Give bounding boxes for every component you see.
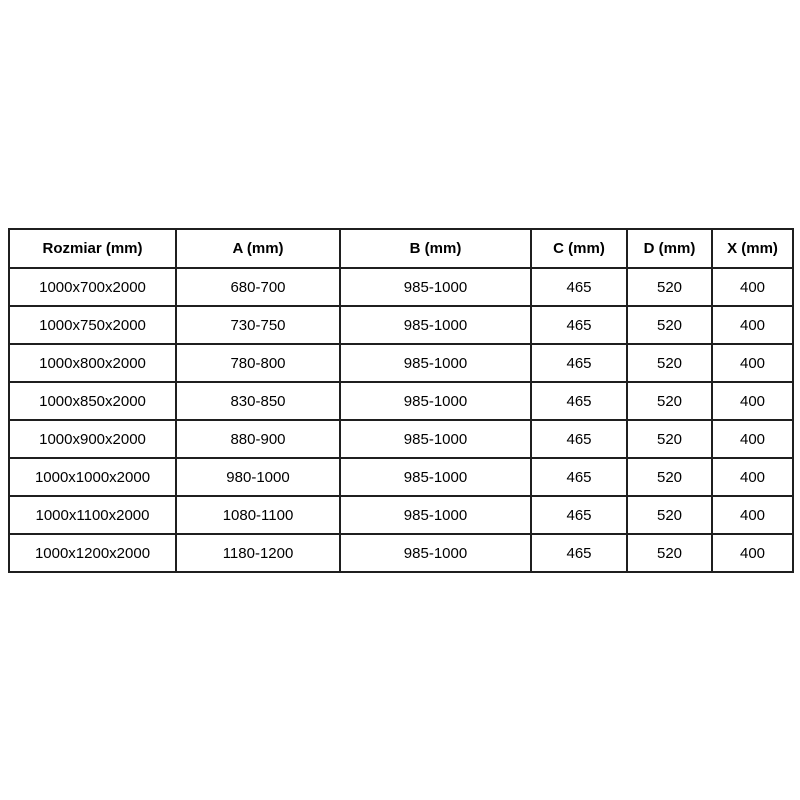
table-cell-a: 880-900 <box>175 419 341 459</box>
table-row: 1000x700x2000 680-700 985-1000 465 520 4… <box>8 267 794 307</box>
table-cell-d: 520 <box>626 495 713 535</box>
table-cell-rozmiar: 1000x750x2000 <box>8 305 177 345</box>
table-cell-rozmiar: 1000x1200x2000 <box>8 533 177 573</box>
table-row: 1000x850x2000 830-850 985-1000 465 520 4… <box>8 381 794 421</box>
table-cell-x: 400 <box>711 267 794 307</box>
table-cell-x: 400 <box>711 305 794 345</box>
table-row: 1000x750x2000 730-750 985-1000 465 520 4… <box>8 305 794 345</box>
column-header-a: A (mm) <box>175 228 341 269</box>
table-cell-a: 730-750 <box>175 305 341 345</box>
table-cell-c: 465 <box>530 419 628 459</box>
table-cell-a: 980-1000 <box>175 457 341 497</box>
table-cell-d: 520 <box>626 343 713 383</box>
table-cell-c: 465 <box>530 457 628 497</box>
column-header-x: X (mm) <box>711 228 794 269</box>
table-cell-d: 520 <box>626 305 713 345</box>
column-header-c: C (mm) <box>530 228 628 269</box>
table-cell-rozmiar: 1000x900x2000 <box>8 419 177 459</box>
table-cell-b: 985-1000 <box>339 457 532 497</box>
table-cell-a: 1180-1200 <box>175 533 341 573</box>
table-cell-d: 520 <box>626 419 713 459</box>
table-cell-x: 400 <box>711 381 794 421</box>
table-cell-rozmiar: 1000x1000x2000 <box>8 457 177 497</box>
column-header-rozmiar: Rozmiar (mm) <box>8 228 177 269</box>
table-row: 1000x900x2000 880-900 985-1000 465 520 4… <box>8 419 794 459</box>
table-cell-d: 520 <box>626 267 713 307</box>
table-cell-x: 400 <box>711 343 794 383</box>
table-cell-d: 520 <box>626 381 713 421</box>
table-cell-x: 400 <box>711 457 794 497</box>
table-cell-b: 985-1000 <box>339 419 532 459</box>
table-cell-a: 780-800 <box>175 343 341 383</box>
table-cell-a: 830-850 <box>175 381 341 421</box>
table-cell-c: 465 <box>530 305 628 345</box>
column-header-b: B (mm) <box>339 228 532 269</box>
table-cell-x: 400 <box>711 533 794 573</box>
table-cell-b: 985-1000 <box>339 533 532 573</box>
table-cell-b: 985-1000 <box>339 381 532 421</box>
table-row: 1000x800x2000 780-800 985-1000 465 520 4… <box>8 343 794 383</box>
table-cell-b: 985-1000 <box>339 267 532 307</box>
table-cell-d: 520 <box>626 457 713 497</box>
table-cell-c: 465 <box>530 381 628 421</box>
table-cell-b: 985-1000 <box>339 305 532 345</box>
table-row: 1000x1100x2000 1080-1100 985-1000 465 52… <box>8 495 794 535</box>
column-header-d: D (mm) <box>626 228 713 269</box>
table-cell-b: 985-1000 <box>339 343 532 383</box>
size-table: Rozmiar (mm) A (mm) B (mm) C (mm) D (mm)… <box>8 228 794 573</box>
table-cell-c: 465 <box>530 343 628 383</box>
table-cell-d: 520 <box>626 533 713 573</box>
table-cell-x: 400 <box>711 495 794 535</box>
table-cell-c: 465 <box>530 533 628 573</box>
table-row: 1000x1000x2000 980-1000 985-1000 465 520… <box>8 457 794 497</box>
table-cell-a: 680-700 <box>175 267 341 307</box>
table-cell-rozmiar: 1000x1100x2000 <box>8 495 177 535</box>
table-cell-c: 465 <box>530 267 628 307</box>
table-cell-a: 1080-1100 <box>175 495 341 535</box>
table-cell-rozmiar: 1000x700x2000 <box>8 267 177 307</box>
table-cell-rozmiar: 1000x850x2000 <box>8 381 177 421</box>
table-cell-b: 985-1000 <box>339 495 532 535</box>
table-cell-c: 465 <box>530 495 628 535</box>
table-row: 1000x1200x2000 1180-1200 985-1000 465 52… <box>8 533 794 573</box>
table-header-row: Rozmiar (mm) A (mm) B (mm) C (mm) D (mm)… <box>8 228 794 269</box>
table-cell-x: 400 <box>711 419 794 459</box>
table-cell-rozmiar: 1000x800x2000 <box>8 343 177 383</box>
